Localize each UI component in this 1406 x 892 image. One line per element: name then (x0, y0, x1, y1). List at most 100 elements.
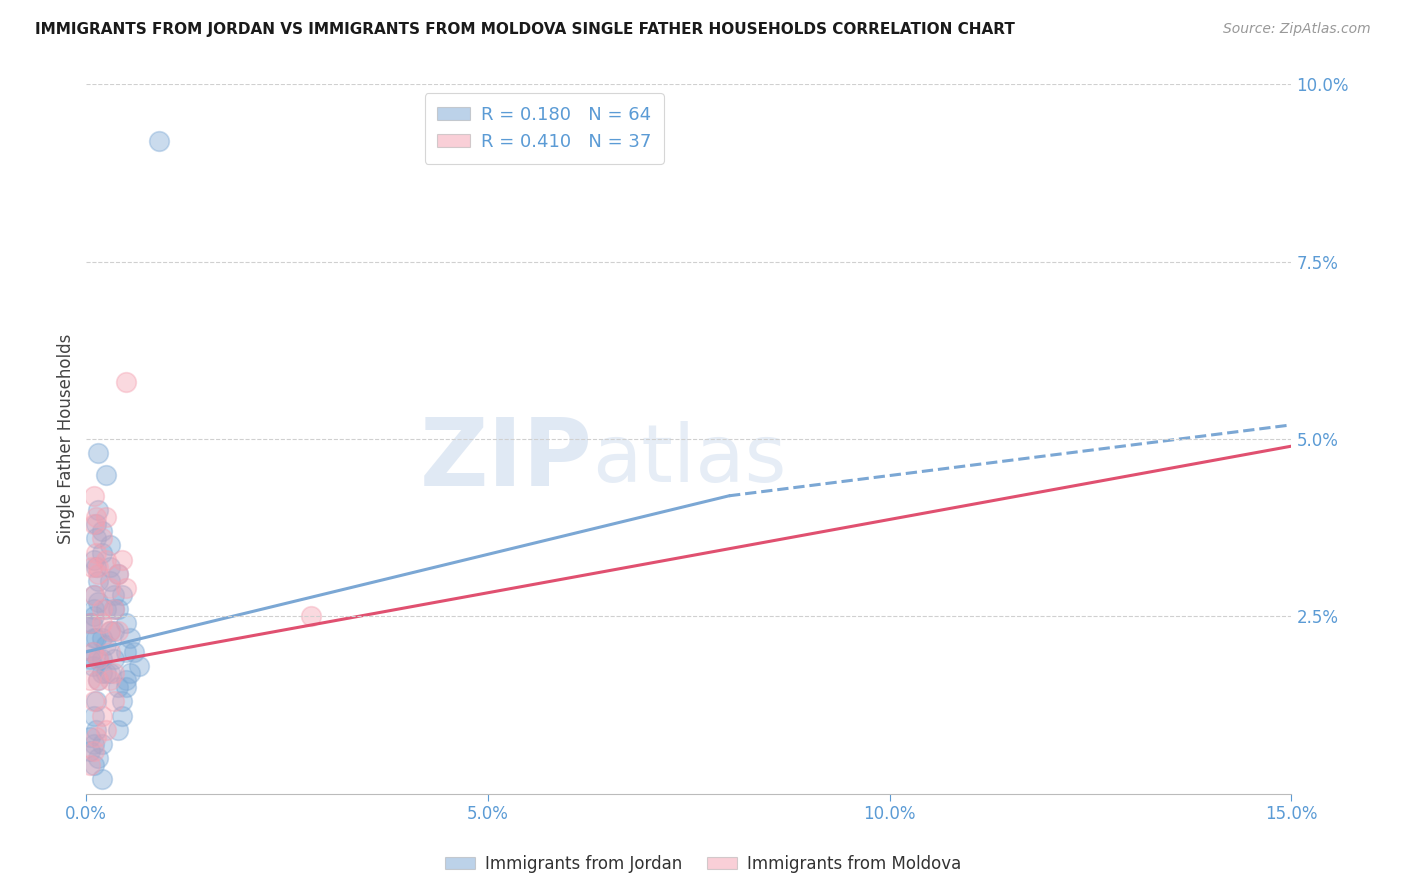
Point (83, 758, 105, 772)
Point (83, 737, 105, 751)
Point (82, 645, 104, 659)
Point (96, 638, 118, 652)
Point (91, 772, 114, 787)
Point (83, 602, 105, 616)
Point (87, 574, 110, 588)
Point (79, 616, 101, 631)
Point (91, 616, 114, 631)
Point (100, 581, 122, 595)
Point (100, 624, 122, 638)
Point (103, 652, 125, 666)
Point (148, 134, 170, 148)
Point (107, 624, 129, 638)
Point (83, 517, 105, 532)
Point (96, 723, 118, 737)
Point (103, 602, 125, 616)
Point (83, 694, 105, 708)
Text: ZIP: ZIP (419, 415, 592, 507)
Point (83, 552, 105, 566)
Point (87, 446, 110, 460)
Point (91, 666, 114, 681)
Point (87, 673, 110, 688)
Point (80, 559, 103, 574)
Point (115, 581, 138, 595)
Point (79, 730, 101, 744)
Point (107, 681, 129, 695)
Point (103, 624, 125, 638)
Legend: Immigrants from Jordan, Immigrants from Moldova: Immigrants from Jordan, Immigrants from … (439, 848, 967, 880)
Point (91, 631, 114, 645)
Point (84, 723, 107, 737)
Point (128, 659, 150, 673)
Point (299, 609, 322, 624)
Point (84, 532, 107, 546)
Point (87, 652, 110, 666)
Point (107, 566, 129, 581)
Point (111, 708, 134, 723)
Point (115, 376, 138, 390)
Point (79, 616, 101, 631)
Point (79, 673, 101, 688)
Point (83, 588, 105, 602)
Point (82, 659, 104, 673)
Point (103, 666, 125, 681)
Point (111, 588, 134, 602)
Point (87, 559, 110, 574)
Point (84, 559, 107, 574)
Point (120, 666, 142, 681)
Point (91, 532, 114, 546)
Point (107, 723, 129, 737)
Point (103, 694, 125, 708)
Y-axis label: Single Father Households: Single Father Households (58, 334, 75, 544)
Point (87, 595, 110, 609)
Text: Source: ZipAtlas.com: Source: ZipAtlas.com (1223, 22, 1371, 37)
Point (107, 602, 129, 616)
Point (83, 588, 105, 602)
Point (87, 566, 110, 581)
Point (84, 517, 107, 532)
Point (87, 503, 110, 517)
Point (83, 631, 105, 645)
Point (91, 545, 114, 559)
Point (100, 645, 122, 659)
Point (82, 645, 104, 659)
Point (120, 631, 142, 645)
Point (100, 559, 122, 574)
Point (103, 602, 125, 616)
Point (83, 489, 105, 503)
Point (91, 737, 114, 751)
Point (115, 616, 138, 631)
Point (84, 510, 107, 524)
Point (96, 510, 118, 524)
Point (83, 609, 105, 624)
Point (96, 552, 118, 566)
Legend: R = 0.180   N = 64, R = 0.410   N = 37: R = 0.180 N = 64, R = 0.410 N = 37 (425, 94, 664, 164)
Point (100, 624, 122, 638)
Point (100, 673, 122, 688)
Point (103, 588, 125, 602)
Point (100, 574, 122, 588)
Point (100, 666, 122, 681)
Point (91, 524, 114, 539)
Point (124, 645, 146, 659)
Point (100, 538, 122, 552)
Point (107, 566, 129, 581)
Point (96, 467, 118, 482)
Point (87, 652, 110, 666)
Point (91, 652, 114, 666)
Point (83, 708, 105, 723)
Point (91, 602, 114, 616)
Point (96, 666, 118, 681)
Point (87, 751, 110, 765)
Point (83, 744, 105, 758)
Text: atlas: atlas (592, 421, 787, 500)
Point (91, 708, 114, 723)
Point (79, 758, 101, 772)
Point (84, 730, 107, 744)
Text: IMMIGRANTS FROM JORDAN VS IMMIGRANTS FROM MOLDOVA SINGLE FATHER HOUSEHOLDS CORRE: IMMIGRANTS FROM JORDAN VS IMMIGRANTS FRO… (35, 22, 1015, 37)
Point (79, 744, 101, 758)
Point (96, 602, 118, 616)
Point (111, 694, 134, 708)
Point (115, 645, 138, 659)
Point (79, 652, 101, 666)
